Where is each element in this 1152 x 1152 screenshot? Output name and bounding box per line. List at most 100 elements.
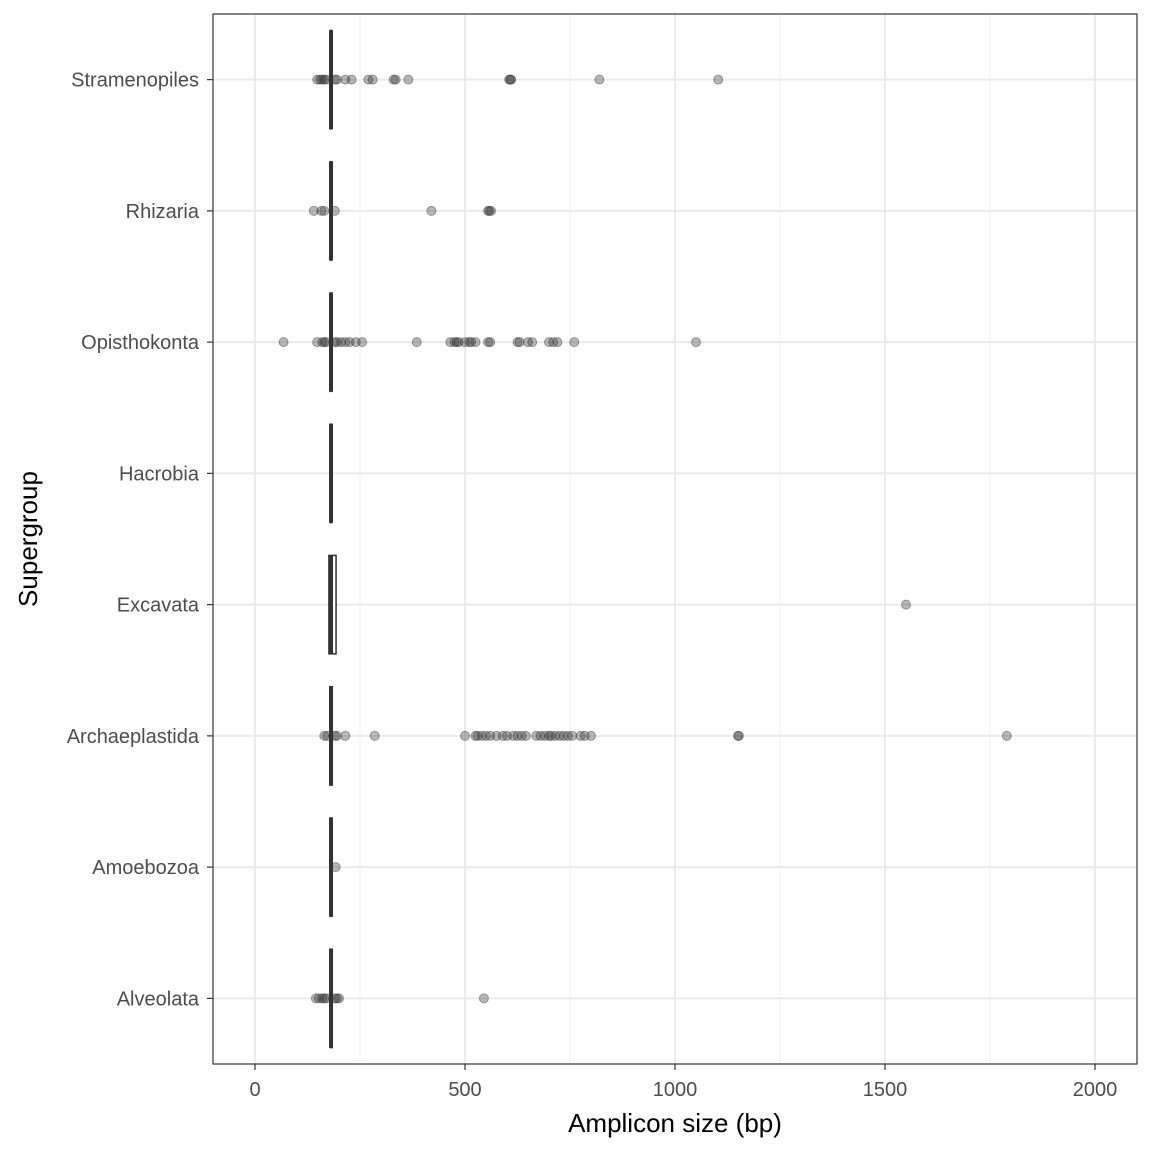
outlier-point [483, 205, 494, 216]
outlier-point [317, 337, 328, 348]
outlier-point [321, 337, 332, 348]
outlier-point [483, 337, 494, 348]
boxplot-hacrobia [329, 423, 334, 524]
outlier-point [346, 74, 357, 85]
outlier-point [336, 337, 347, 348]
outlier-point [486, 205, 497, 216]
outlier-point [331, 993, 342, 1004]
y-tick-label: Stramenopiles [71, 70, 199, 92]
outlier-point [319, 74, 330, 85]
boxplot-excavata [328, 554, 337, 655]
outlier-point [310, 993, 321, 1004]
outlier-point [278, 337, 289, 348]
outlier-point [733, 730, 744, 741]
y-tick-label: Hacrobia [119, 463, 200, 485]
y-tick-label: Excavata [117, 595, 200, 617]
outlier-point [350, 337, 361, 348]
outlier-point [331, 337, 342, 348]
outlier-point [451, 337, 462, 348]
y-tick-label: Archaeplastida [67, 726, 200, 748]
outlier-point [388, 74, 399, 85]
outlier-point [460, 337, 470, 348]
outlier-point [544, 730, 554, 741]
outlier-point [512, 337, 523, 348]
boxplot-opisthokonta [328, 292, 334, 393]
outlier-point [449, 337, 460, 348]
outlier-point [594, 74, 605, 85]
outlier-point [340, 337, 351, 348]
outlier-point [334, 993, 344, 1004]
outlier-point [569, 337, 580, 348]
outlier-point [426, 205, 437, 216]
x-tick-label: 1500 [863, 1079, 908, 1101]
outlier-point [713, 74, 724, 85]
outlier-point [329, 74, 340, 85]
outlier-point [567, 730, 578, 741]
outlier-point [514, 337, 525, 348]
boxplot-alveolata [328, 948, 334, 1049]
outlier-point [562, 730, 573, 741]
outlier-point [1001, 730, 1012, 741]
outlier-point [340, 74, 351, 85]
outlier-point [733, 730, 743, 741]
outlier-point [445, 337, 456, 348]
x-tick-label: 0 [249, 1079, 260, 1101]
outlier-point [329, 993, 340, 1004]
outlier-point [520, 730, 531, 741]
outlier-point [539, 730, 550, 741]
outlier-point [506, 74, 517, 85]
outlier-point [363, 74, 374, 85]
outlier-point [502, 730, 512, 741]
y-tick-label: Amoebozoa [92, 857, 200, 879]
outlier-point [313, 993, 324, 1004]
outlier-point [464, 337, 475, 348]
outlier-point [691, 337, 701, 348]
outlier-point [901, 599, 911, 610]
outlier-point [531, 730, 542, 741]
boxplot-stramenopiles [328, 29, 334, 130]
boxplot-rhizaria [329, 160, 334, 261]
outlier-point [579, 730, 590, 741]
outlier-point [575, 730, 586, 741]
outlier-point [485, 730, 496, 741]
outlier-point [586, 730, 596, 741]
outlier-point [357, 337, 368, 348]
outlier-point [508, 730, 519, 741]
outlier-point [484, 205, 495, 216]
outlier-point [554, 730, 565, 741]
x-tick-label: 500 [448, 1079, 481, 1101]
outlier-point [331, 730, 342, 741]
outlier-point [505, 74, 516, 85]
outlier-point [491, 730, 502, 741]
outlier-point [329, 730, 340, 741]
boxplot-amoebozoa [329, 817, 334, 918]
outlier-point [411, 337, 422, 348]
outlier-point [544, 337, 554, 348]
outlier-point [512, 730, 523, 741]
boxplots [328, 29, 337, 1049]
y-tick-label: Rhizaria [126, 201, 200, 223]
outlier-point [527, 337, 538, 348]
outlier-point [472, 730, 483, 741]
outlier-point [546, 730, 557, 741]
outlier-point [470, 337, 481, 348]
outlier-point [470, 730, 481, 741]
outlier-point [403, 74, 414, 85]
boxplot-archaeplastida [328, 685, 334, 786]
outlier-point [317, 993, 328, 1004]
x-axis-title: Amplicon size (bp) [568, 1108, 782, 1138]
outlier-point [329, 205, 340, 216]
outlier-point [550, 730, 561, 741]
outlier-point [535, 730, 546, 741]
outlier-point [319, 730, 330, 741]
outlier-point [367, 74, 378, 85]
outlier-point [523, 337, 533, 348]
x-tick-label: 1000 [653, 1079, 698, 1101]
outlier-point [558, 730, 569, 741]
outlier-point [321, 74, 332, 85]
outlier-point [329, 337, 340, 348]
outlier-point [340, 730, 351, 741]
outlier-point [319, 205, 330, 216]
outlier-point [319, 337, 330, 348]
